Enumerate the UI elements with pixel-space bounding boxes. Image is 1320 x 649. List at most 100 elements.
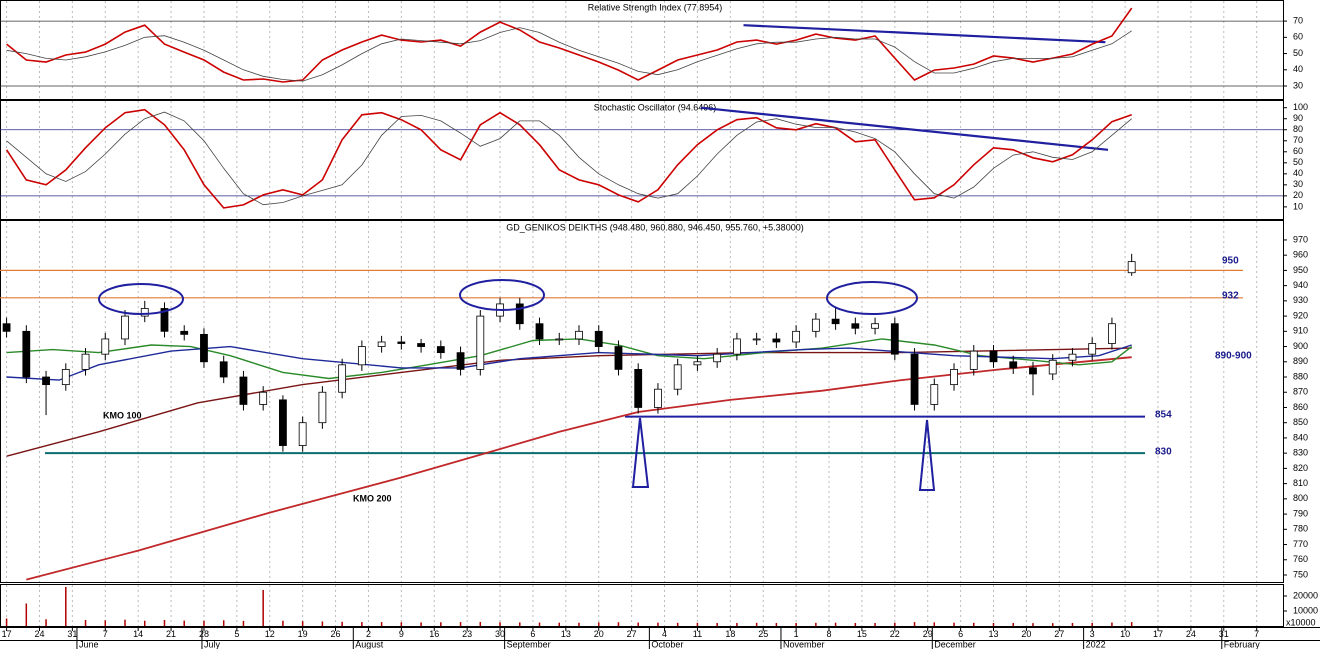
y-tick-label: 920 xyxy=(1293,310,1308,320)
x-tick-label: 20 xyxy=(1021,629,1031,639)
volume-bar xyxy=(380,622,383,626)
x-tick-label: 1 xyxy=(794,629,799,639)
y-tick-label: 20 xyxy=(1293,190,1303,200)
candle-body xyxy=(417,343,425,347)
volume-bar xyxy=(459,622,462,626)
panel-title: GD_GENIKOS DEIKTHS (948.480, 960.880, 94… xyxy=(506,222,803,232)
annotations xyxy=(98,279,936,491)
candle-body xyxy=(140,308,149,317)
indicator-line xyxy=(6,111,1132,206)
candle-body xyxy=(219,361,228,378)
candle-body xyxy=(1088,343,1097,355)
candle-body xyxy=(535,323,544,340)
y-tick-label: 930 xyxy=(1293,295,1308,305)
candle-body xyxy=(338,364,347,393)
level-label: 830 xyxy=(1155,447,1172,458)
volume-bar xyxy=(499,622,501,626)
y-tick-label: 810 xyxy=(1293,478,1308,488)
x-tick-label: 21 xyxy=(166,629,176,639)
y-tick-label: 850 xyxy=(1293,417,1308,427)
volume-bar xyxy=(736,623,738,626)
volume-bar xyxy=(1071,623,1074,626)
candle-body xyxy=(910,353,919,405)
x-tick-label: 6 xyxy=(958,629,963,639)
y-tick-label: 70 xyxy=(1293,15,1303,25)
x-tick-label: 13 xyxy=(561,629,571,639)
y-tick-label: 950 xyxy=(1293,265,1308,275)
candle-body xyxy=(81,353,90,370)
y-tick-label: 20000 xyxy=(1293,590,1318,600)
candle-body xyxy=(397,341,406,344)
candle-body xyxy=(377,341,386,347)
candle-body xyxy=(1048,359,1057,375)
x-tick-label: 27 xyxy=(1054,629,1064,639)
y-tick-label: 40 xyxy=(1293,168,1303,178)
volume-bar xyxy=(163,620,166,626)
candle-body xyxy=(2,323,11,332)
ellipse xyxy=(459,279,545,311)
candle-body xyxy=(654,388,662,408)
candle-body xyxy=(713,353,722,363)
volume-bar xyxy=(1032,623,1034,626)
volume-bar xyxy=(5,618,8,626)
volume-bar xyxy=(854,623,857,626)
x-tick-label: 20 xyxy=(594,629,604,639)
moving-average xyxy=(6,347,1132,457)
volume-bar xyxy=(1111,622,1113,626)
candle-body xyxy=(575,330,583,340)
volume-bar xyxy=(361,622,363,626)
y-tick-label: 10 xyxy=(1293,201,1303,211)
y-tick-label: 840 xyxy=(1293,432,1308,442)
month-label: June xyxy=(79,639,99,649)
y-tick-label: 790 xyxy=(1293,508,1308,518)
volume-bar xyxy=(696,622,699,626)
month-label: August xyxy=(355,639,384,649)
candle-body xyxy=(673,364,682,390)
candle-body xyxy=(357,346,366,366)
volume-bar xyxy=(716,623,718,626)
y-tick-label: 940 xyxy=(1293,280,1308,290)
volume-bar xyxy=(637,622,639,626)
level-label: 854 xyxy=(1155,410,1172,421)
x-tick-label: 4 xyxy=(662,629,667,639)
candle-body xyxy=(298,422,307,446)
candle-body xyxy=(318,391,327,424)
month-label: 2022 xyxy=(1086,639,1106,649)
x-tick-label: 29 xyxy=(923,629,933,639)
x-tick-label: 11 xyxy=(693,629,702,639)
x-tick-label: 5 xyxy=(234,629,239,639)
volume-bar xyxy=(795,623,797,626)
candle-body xyxy=(61,368,70,386)
candle-body xyxy=(733,338,741,355)
candle-body xyxy=(1009,361,1018,369)
volume-bar xyxy=(874,623,876,626)
volume-bar xyxy=(400,622,403,626)
volume-bar xyxy=(1130,622,1133,626)
average-label: KMO 100 xyxy=(103,410,142,420)
candle-body xyxy=(121,315,129,340)
x-tick-label: 17 xyxy=(2,629,12,639)
candle-body xyxy=(871,323,879,329)
x-tick-label: 31 xyxy=(1219,629,1229,639)
candle-body xyxy=(634,368,643,408)
x-tick-label: 22 xyxy=(890,629,900,639)
x-tick-label: 19 xyxy=(298,629,308,639)
x-tick-label: 31 xyxy=(67,629,77,639)
y-tick-label: 30 xyxy=(1293,80,1303,90)
y-tick-label: 880 xyxy=(1293,371,1308,381)
volume-bar xyxy=(1012,623,1014,626)
level-label: 932 xyxy=(1222,291,1239,302)
volume-bar xyxy=(321,621,324,626)
candle-body xyxy=(259,391,268,405)
month-label: November xyxy=(783,639,825,649)
month-label: December xyxy=(934,639,976,649)
level-label: 950 xyxy=(1222,256,1239,267)
candle-body xyxy=(456,352,465,370)
x-tick-label: 7 xyxy=(103,629,108,639)
x-tick-label: 17 xyxy=(1153,629,1163,639)
month-label: February xyxy=(1224,639,1261,649)
x-tick-label: 27 xyxy=(627,629,637,639)
trend-line xyxy=(700,106,1109,151)
candle-body xyxy=(950,368,958,386)
y-tick-label: 910 xyxy=(1293,326,1308,336)
